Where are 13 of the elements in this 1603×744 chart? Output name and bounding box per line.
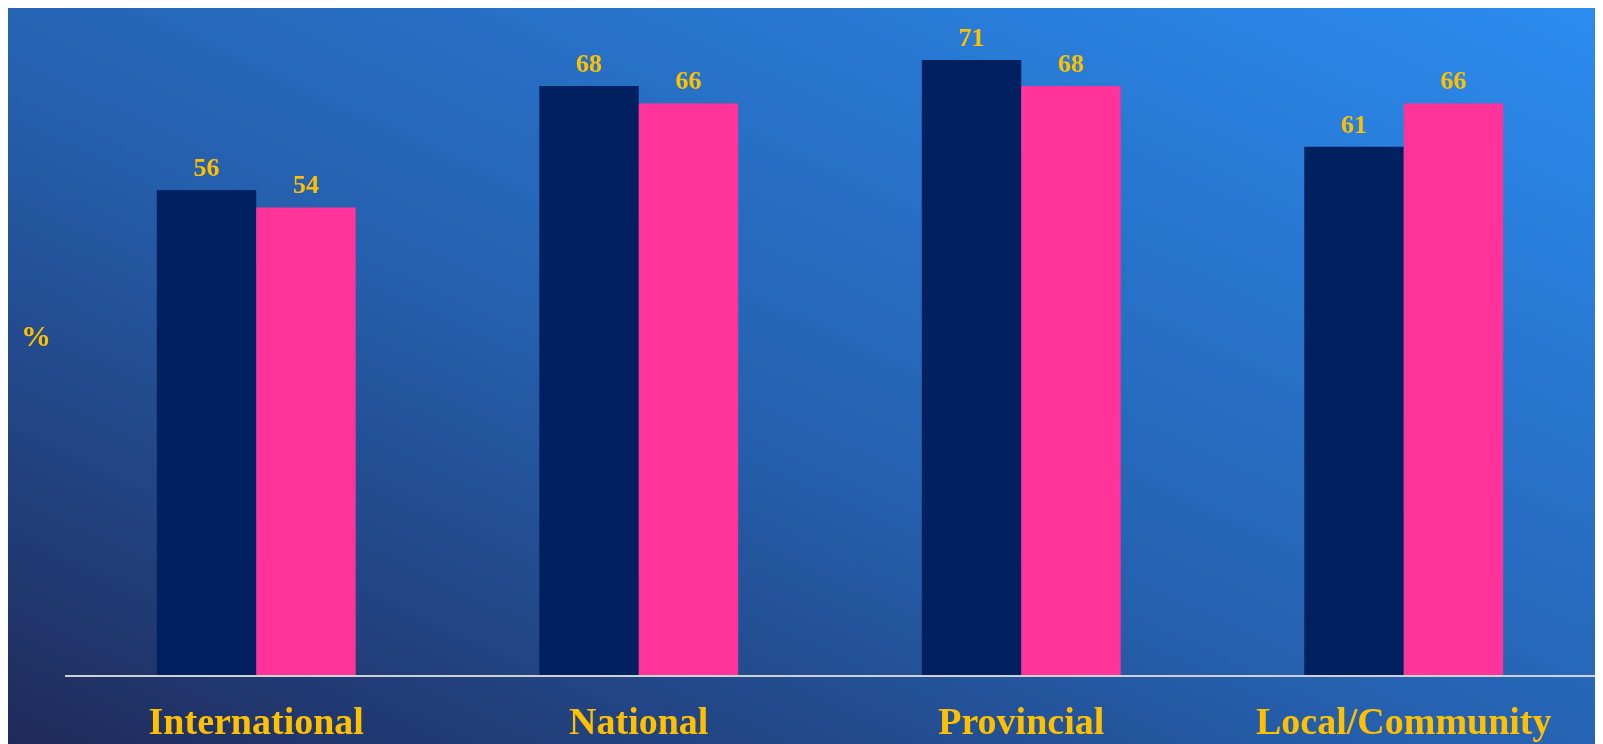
data-label: 66 — [1440, 66, 1467, 96]
x-tick-label: International — [148, 700, 364, 742]
data-label: 71 — [958, 23, 985, 52]
data-label: 54 — [292, 170, 319, 200]
x-tick-label: Local/Community — [1255, 700, 1552, 742]
x-tick-label: National — [569, 700, 709, 742]
data-label: 61 — [1341, 109, 1368, 139]
y-axis-title: % — [21, 319, 51, 352]
x-tick-label: Provincial — [938, 700, 1105, 742]
data-label: 68 — [576, 49, 603, 79]
data-label: 68 — [1057, 49, 1084, 79]
data-label: 56 — [193, 153, 220, 183]
data-label: 66 — [675, 66, 702, 96]
